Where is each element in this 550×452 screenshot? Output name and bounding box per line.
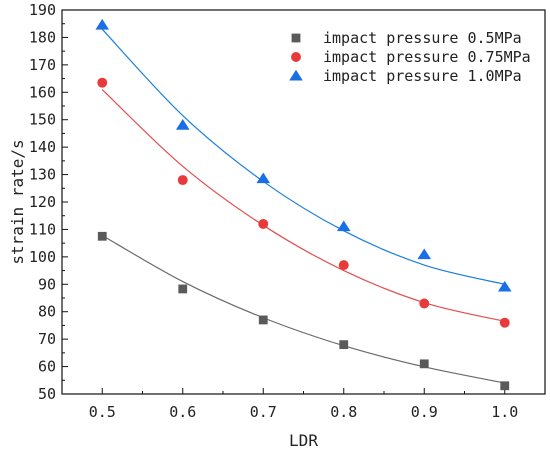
data-point-series-0 (97, 231, 107, 241)
x-tick-label: 0.6 (169, 403, 196, 421)
y-tick-label: 70 (38, 330, 56, 348)
data-point-series-1 (338, 260, 349, 271)
data-point-series-2 (417, 248, 432, 260)
legend-label-0: impact pressure 0.5MPa (323, 29, 522, 47)
legend-label-1: impact pressure 0.75MPa (323, 48, 531, 66)
y-tick-label: 190 (29, 1, 56, 19)
y-axis-title: strain rate/s (8, 139, 27, 264)
y-tick-label: 100 (29, 248, 56, 266)
x-tick-label: 1.0 (491, 403, 518, 421)
fit-curve-series-2 (101, 28, 505, 285)
data-point-series-1 (177, 175, 188, 186)
y-tick-label: 150 (29, 111, 56, 129)
data-point-series-0 (178, 284, 188, 294)
data-point-series-1 (258, 218, 269, 229)
data-point-series-2 (336, 220, 351, 232)
x-tick-label: 0.8 (330, 403, 357, 421)
data-point-series-0 (339, 340, 349, 350)
data-point-series-2 (497, 280, 512, 292)
y-tick-label: 110 (29, 220, 56, 238)
data-point-series-1 (419, 298, 430, 309)
legend-marker-1 (291, 52, 301, 62)
axes: 0.5 0.6 0.7 0.8 0.9 1.0 50 60 70 80 90 100 110 120 130… (8, 1, 546, 450)
x-tick-label: 0.7 (250, 403, 277, 421)
y-tick-label: 60 (38, 358, 56, 376)
y-tick-label: 90 (38, 275, 56, 293)
data-point-series-1 (499, 317, 510, 328)
data-point-series-0 (258, 315, 268, 325)
legend-marker-2 (289, 69, 303, 81)
data-point-series-2 (95, 18, 110, 30)
x-axis-title: LDR (289, 431, 318, 450)
y-tick-label: 170 (29, 56, 56, 74)
y-tick-label: 80 (38, 303, 56, 321)
y-tick-label: 140 (29, 138, 56, 156)
data-point-series-0 (419, 359, 429, 369)
data-markers (95, 18, 512, 391)
x-tick-label: 0.9 (411, 403, 438, 421)
fit-curve-series-0 (101, 234, 505, 384)
y-tick-label: 130 (29, 166, 56, 184)
data-point-series-2 (256, 172, 271, 184)
fit-curve-series-1 (101, 89, 505, 322)
y-tick-label: 180 (29, 28, 56, 46)
x-tick-label: 0.5 (89, 403, 116, 421)
data-point-series-1 (97, 77, 108, 88)
data-point-series-0 (500, 381, 510, 391)
legend-marker-0 (291, 33, 301, 43)
legend-label-2: impact pressure 1.0MPa (323, 67, 522, 85)
y-tick-label: 50 (38, 385, 56, 403)
y-tick-label: 120 (29, 193, 56, 211)
y-tick-label: 160 (29, 83, 56, 101)
fit-curves (101, 28, 505, 384)
data-point-series-2 (175, 119, 190, 130)
